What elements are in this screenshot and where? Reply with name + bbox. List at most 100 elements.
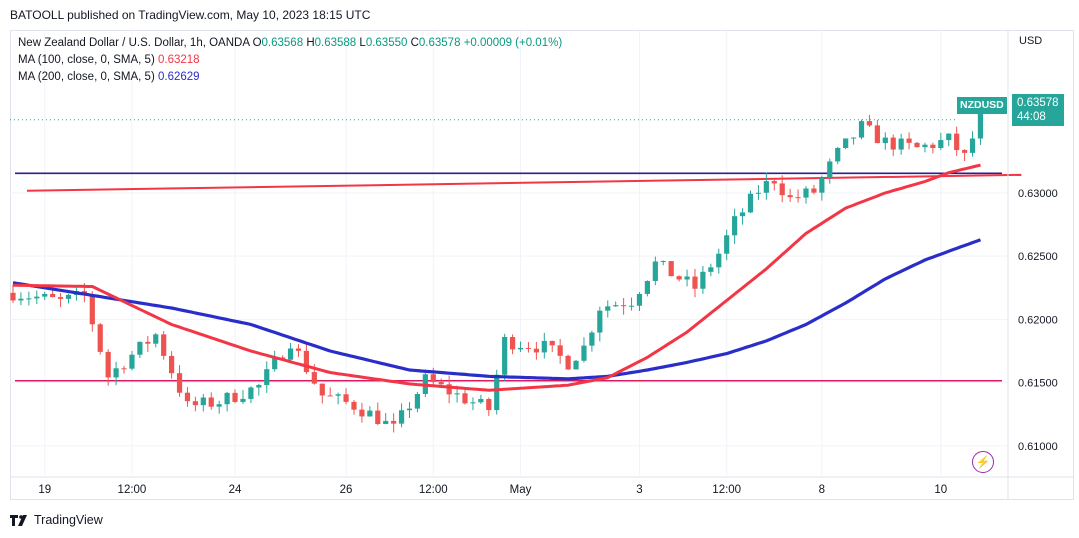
ma200-label: MA (200, close, 0, SMA, 5) <box>18 71 155 83</box>
brand-name: TradingView <box>34 513 103 527</box>
candle-body <box>319 383 325 396</box>
candle-body <box>533 348 539 353</box>
candle-body <box>605 306 611 311</box>
candle-body <box>335 394 341 396</box>
candle-body <box>684 276 690 280</box>
candle-body <box>898 138 904 150</box>
candle-body <box>739 212 746 217</box>
candles <box>10 106 984 433</box>
candle-body <box>890 137 896 150</box>
symbol-price-tag: NZDUSD <box>957 97 1007 114</box>
x-tick-label: 26 <box>340 484 353 496</box>
high-label: H <box>306 37 315 49</box>
candle-body <box>169 355 175 374</box>
candle-body <box>621 305 627 307</box>
axes: 0.61000 0.61500 0.62000 0.62500 0.63000 19 12:… <box>10 31 1074 500</box>
candle-body <box>375 410 381 424</box>
bar-countdown: 44:08 <box>1017 111 1046 123</box>
candle-body <box>573 360 579 370</box>
candle-body <box>557 345 563 356</box>
candle-body <box>724 235 730 254</box>
candle-body <box>692 276 698 289</box>
candle-body <box>938 140 944 148</box>
candle-body <box>264 369 270 386</box>
x-tick-label: 19 <box>38 484 51 496</box>
candle-body <box>914 142 920 148</box>
candle-body <box>34 296 40 299</box>
candle-body <box>811 188 817 193</box>
candle-body <box>922 144 928 148</box>
y-tick-label: 0.63000 <box>1018 188 1058 200</box>
y-tick-label: 0.61500 <box>1018 378 1058 390</box>
candle-body <box>65 294 72 299</box>
candle-body <box>581 345 587 361</box>
candle-body <box>351 401 357 410</box>
candle-body <box>256 385 262 388</box>
candle-body <box>105 351 111 378</box>
candle-body <box>732 216 738 236</box>
candle-body <box>819 177 825 193</box>
candle-body <box>343 394 349 402</box>
x-tick-label: May <box>510 484 532 496</box>
candle-body <box>438 382 444 385</box>
chart-grid <box>10 31 1008 475</box>
ma200-value: 0.62629 <box>157 71 200 83</box>
candle-body <box>779 183 785 196</box>
close-label: C <box>410 37 419 49</box>
candle-body <box>977 113 984 139</box>
candle-body <box>26 298 32 300</box>
candle-body <box>137 341 143 355</box>
candle-body <box>176 373 183 393</box>
candle-body <box>398 410 405 424</box>
flash-icon[interactable]: ⚡ <box>972 451 994 473</box>
candle-body <box>161 334 167 356</box>
candle-body <box>89 294 95 325</box>
candle-body <box>303 350 310 373</box>
last-price-tag: 0.63578 44:08 <box>1012 94 1064 126</box>
candle-body <box>113 368 119 378</box>
candle-body <box>184 392 191 402</box>
candle-body <box>121 368 127 370</box>
candle-body <box>18 298 24 301</box>
currency-label[interactable]: USD <box>1019 35 1043 47</box>
change-value: +0.00009 (+0.01%) <box>463 37 563 49</box>
candle-body <box>906 138 912 143</box>
candle-body <box>549 340 555 346</box>
candle-body <box>795 197 801 199</box>
x-tick-label: 12:00 <box>712 484 741 496</box>
moving-averages <box>12 163 982 392</box>
candle-body <box>50 293 56 298</box>
candle-body <box>502 337 508 375</box>
candle-body <box>430 374 436 383</box>
last-price: 0.63578 <box>1017 97 1059 109</box>
publisher-header: BATOOLL published on TradingView.com, Ma… <box>10 8 371 22</box>
candle-body <box>597 310 603 333</box>
candle-body <box>613 305 619 307</box>
candle-body <box>57 297 64 299</box>
candle-body <box>660 261 666 263</box>
candle-body <box>827 161 833 178</box>
candle-body <box>954 133 960 151</box>
candle-body <box>636 293 643 306</box>
candle-body <box>676 276 682 280</box>
candle-body <box>129 354 135 369</box>
candle-body <box>272 357 278 370</box>
candle-body <box>930 144 936 148</box>
candle-body <box>882 137 888 144</box>
close-value: 0.63578 <box>418 37 461 49</box>
candle-body <box>462 393 468 404</box>
y-tick-label: 0.62500 <box>1018 251 1058 263</box>
footer-brand: TradingView <box>10 513 103 527</box>
candle-body <box>359 409 365 417</box>
ma100-label: MA (100, close, 0, SMA, 5) <box>18 54 155 66</box>
candle-body <box>367 410 373 417</box>
candle-body <box>327 395 333 397</box>
symbol-title: New Zealand Dollar / U.S. Dollar, 1h, OA… <box>18 37 250 49</box>
x-tick-label: 12:00 <box>419 484 448 496</box>
candle-body <box>668 261 674 277</box>
candle-body <box>946 133 952 141</box>
candle-body <box>200 397 206 406</box>
candle-body <box>747 193 754 213</box>
candle-body <box>470 402 476 404</box>
